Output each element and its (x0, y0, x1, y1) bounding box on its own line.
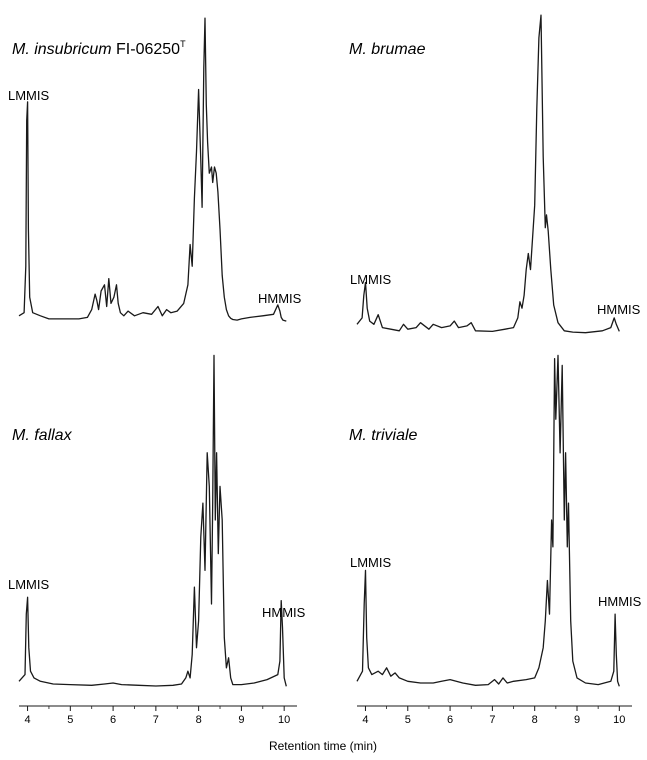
x-tick-label: 10 (613, 714, 625, 726)
annotation-lmmis: LMMIS (350, 272, 392, 287)
panel-title-species: M. insubricum (12, 41, 112, 58)
chromatogram-trace (356, 354, 620, 687)
panel-title: M. fallax (12, 427, 73, 444)
x-tick-label: 8 (532, 714, 538, 726)
chromatogram-trace (356, 14, 620, 334)
x-tick-label: 5 (67, 714, 73, 726)
annotation-lmmis: LMMIS (8, 577, 50, 592)
chromatogram-trace (18, 17, 287, 322)
panel-title-superscript: T (180, 39, 186, 49)
x-tick-label: 6 (110, 714, 116, 726)
panel-title: M. insubricum FI-06250T (12, 39, 186, 58)
annotation-lmmis: LMMIS (8, 88, 50, 103)
panel-title: M. brumae (349, 41, 426, 58)
x-tick-label: 4 (362, 714, 368, 726)
panel-title: M. triviale (349, 427, 418, 444)
x-tick-label: 7 (489, 714, 495, 726)
x-tick-label: 10 (278, 714, 290, 726)
panel-title-strain: FI-06250 (112, 41, 181, 58)
chart-panel-4: M. triviale LMMIS HMMIS 4 5 6 7 8 9 10 (349, 354, 642, 726)
x-tick-label: 7 (153, 714, 159, 726)
annotation-hmmis: HMMIS (258, 291, 302, 306)
annotation-hmmis: HMMIS (598, 594, 642, 609)
x-tick-label: 4 (24, 714, 30, 726)
annotation-hmmis: HMMIS (597, 302, 641, 317)
x-tick-label: 6 (447, 714, 453, 726)
chart-panel-2: M. brumae LMMIS HMMIS (349, 14, 641, 334)
x-tick-label: 8 (196, 714, 202, 726)
chromatogram-trace (18, 354, 287, 687)
x-tick-label: 5 (405, 714, 411, 726)
panel-title-species: M. brumae (349, 41, 426, 58)
annotation-lmmis: LMMIS (350, 555, 392, 570)
panel-title-species: M. triviale (349, 427, 418, 444)
x-tick-label: 9 (238, 714, 244, 726)
x-tick-label: 9 (574, 714, 580, 726)
chart-panel-1: M. insubricum FI-06250T LMMIS HMMIS (8, 17, 302, 322)
annotation-hmmis: HMMIS (262, 605, 306, 620)
x-axis-label: Retention time (min) (269, 739, 377, 753)
chart-panel-3: M. fallax LMMIS HMMIS 4 5 6 7 8 9 10 (8, 354, 306, 726)
panel-title-species: M. fallax (12, 427, 73, 444)
